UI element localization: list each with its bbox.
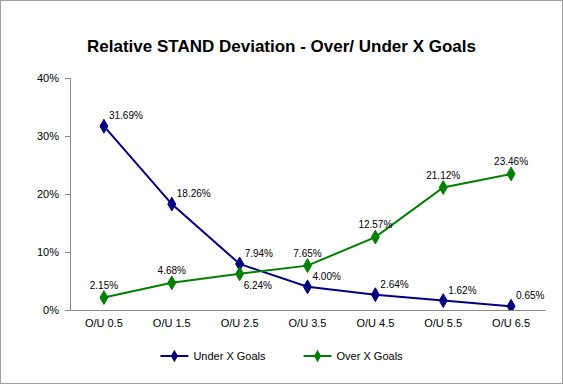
data-label: 4.00% [313,271,341,282]
y-tick: 20% [37,188,70,200]
data-label: 1.62% [448,285,476,296]
data-label: 7.94% [245,248,273,259]
data-label: 23.46% [494,156,528,167]
series-marker [100,119,108,133]
data-label: 18.26% [177,188,211,199]
x-tick: O/U 4.5 [356,317,394,329]
series-marker [304,259,312,273]
legend-marker [171,350,178,362]
plot-area [100,119,515,310]
data-labels: 31.69% 18.26% 7.94% 4.00% 2.64% 1.62% 0.65% 2.1… [90,110,545,301]
y-tick: 30% [37,130,70,142]
x-tick-label: O/U 5.5 [424,317,462,329]
x-tick-label: O/U 2.5 [221,317,259,329]
y-tick-mark [65,78,70,79]
data-label: 12.57% [358,219,392,230]
data-label: 0.65% [516,290,544,301]
legend-label: Under X Goals [193,350,266,362]
x-tick: O/U 0.5 [85,317,123,329]
data-label: 7.65% [293,248,321,259]
x-tick-label: O/U 3.5 [289,317,327,329]
y-tick-label: 30% [37,130,59,142]
legend-label: Over X Goals [337,350,404,362]
series-marker [507,299,515,310]
y-tick-label: 20% [37,188,59,200]
data-label: 4.68% [158,265,186,276]
x-tick: O/U 5.5 [424,317,462,329]
x-tick: O/U 2.5 [221,317,259,329]
title: Relative STAND Deviation - Over/ Under X… [87,37,476,56]
series-marker [439,294,447,308]
x-axis: O/U 0.5 O/U 1.5 O/U 2.5 O/U 3.5 O/U 4.5 O/U 5… [71,311,546,329]
series-marker [371,288,379,302]
y-tick-mark [65,194,70,195]
legend: Under X Goals Over X Goals [160,350,403,362]
series-marker [439,181,447,195]
data-label: 21.12% [426,170,460,181]
y-tick: 40% [37,72,70,84]
series-marker [168,197,176,211]
background [1,1,563,384]
x-tick-label: O/U 4.5 [356,317,394,329]
data-label: 2.64% [380,279,408,290]
y-tick-mark [65,310,70,311]
y-tick: 0% [43,304,70,316]
x-tick-label: O/U 1.5 [153,317,191,329]
data-label: 2.15% [90,280,118,291]
series-marker [100,291,108,305]
x-tick-label: O/U 6.5 [492,317,530,329]
y-tick-mark [65,252,70,253]
y-tick-label: 10% [37,246,59,258]
series-line [104,126,511,306]
y-tick-mark [65,136,70,137]
series-marker [236,267,244,281]
y-tick-label: 40% [37,72,59,84]
x-axis-line [71,310,546,311]
y-axis: 0% 10% 20% 30% 40% [37,72,71,316]
series-marker [168,276,176,290]
y-tick: 10% [37,246,70,258]
legend-item: Under X Goals [160,350,266,362]
y-axis-line [65,79,71,311]
x-tick: O/U 6.5 [492,317,530,329]
x-tick: O/U 1.5 [153,317,191,329]
legend-marker [314,350,321,362]
y-tick-label: 0% [43,304,59,316]
data-label: 31.69% [109,110,143,121]
series-line [104,174,511,298]
series-marker [507,167,515,181]
series-marker [304,280,312,294]
chart: Relative STAND Deviation - Over/ Under X… [0,0,563,384]
series-marker [371,230,379,244]
x-tick: O/U 3.5 [289,317,327,329]
data-label: 6.24% [244,280,272,291]
x-tick-label: O/U 0.5 [85,317,123,329]
legend-item: Over X Goals [304,350,404,362]
